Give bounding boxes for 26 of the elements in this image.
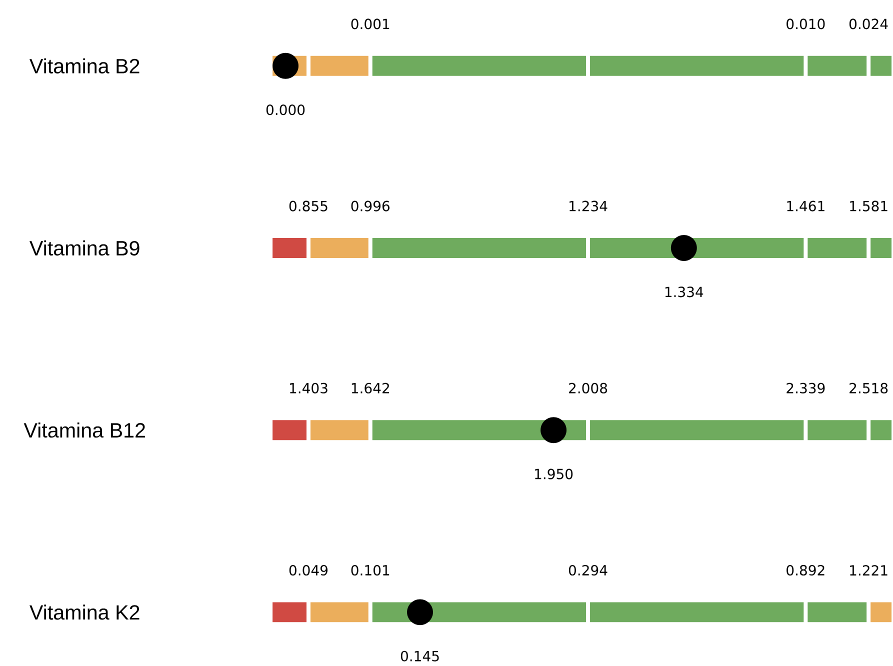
data-label: 1.950 — [535, 468, 573, 480]
data-label: 0.049 — [289, 565, 328, 576]
data-label: 2.008 — [569, 382, 608, 394]
data-label: 0.294 — [568, 565, 608, 576]
data-label: 0.001 — [351, 18, 390, 30]
data-label: 1.334 — [665, 286, 704, 298]
data-label: 1.221 — [850, 565, 888, 576]
data-label: 1.403 — [290, 382, 328, 394]
data-label: 1.581 — [850, 200, 888, 212]
data-label: 1.234 — [570, 200, 608, 212]
data-label: 0.010 — [786, 18, 825, 30]
data-label: 0.000 — [266, 104, 305, 116]
data-label: 2.518 — [850, 382, 888, 394]
data-label: 1.461 — [787, 200, 824, 212]
category-label: Vitamina B9 — [30, 240, 140, 256]
category-label: Vitamina B2 — [30, 58, 140, 74]
data-label: 0.101 — [351, 565, 390, 576]
data-label: 1.642 — [352, 382, 389, 394]
data-label: 0.145 — [400, 650, 439, 662]
data-label: 0.996 — [351, 200, 390, 212]
category-label: Vitamina B12 — [24, 422, 145, 438]
data-label: 0.855 — [289, 200, 328, 212]
data-label: 0.892 — [786, 565, 824, 576]
data-label: 2.339 — [786, 382, 825, 394]
category-label: Vitamina K2 — [30, 604, 140, 620]
data-label: 0.024 — [849, 18, 888, 30]
